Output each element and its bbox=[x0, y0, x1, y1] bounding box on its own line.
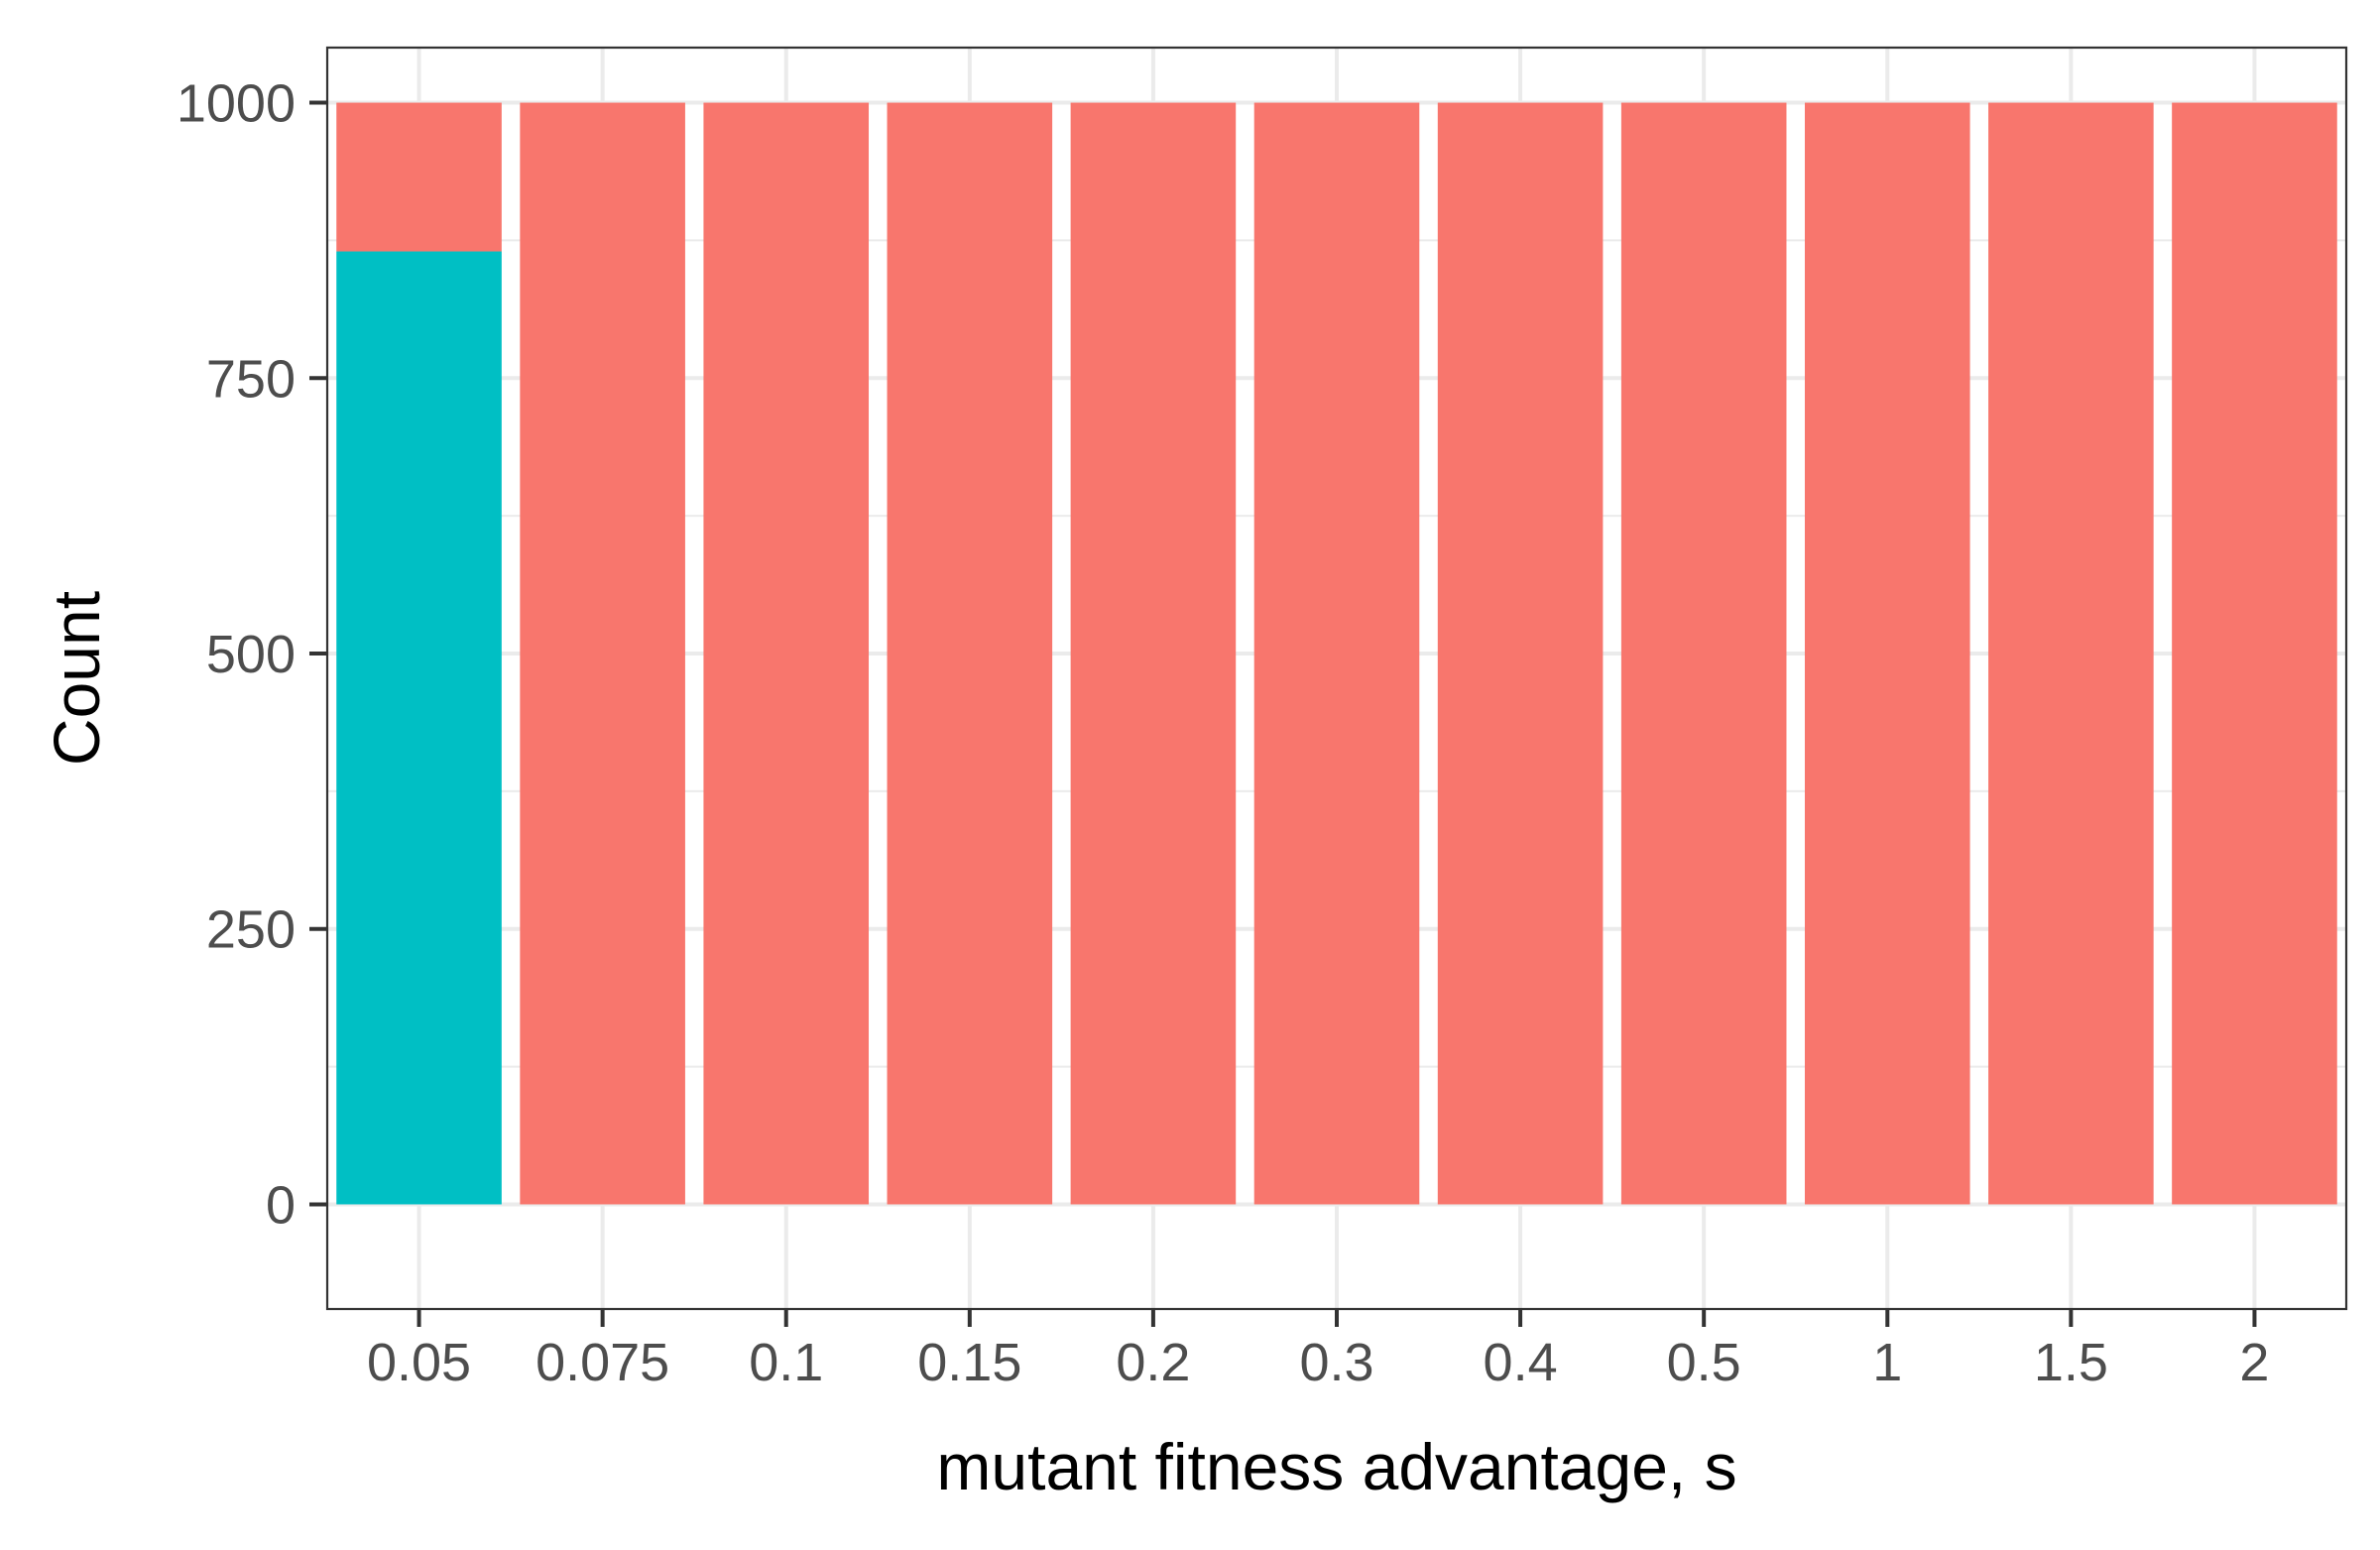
y-axis-title: Count bbox=[40, 591, 113, 766]
bar-segment bbox=[1804, 102, 1970, 1205]
x-tick-label: 2 bbox=[2239, 1333, 2269, 1392]
y-axis: 0 250 500 750 1000 bbox=[177, 74, 327, 1235]
bar-segment bbox=[520, 102, 685, 1205]
bar-segment bbox=[1988, 102, 2154, 1205]
x-tick-label: 0.2 bbox=[1116, 1333, 1190, 1392]
x-tick-label: 1.5 bbox=[2034, 1333, 2108, 1392]
bar-segment bbox=[703, 102, 870, 1205]
x-axis: 0.05 0.075 0.1 0.15 0.2 0.3 0.4 0.5 1 1.5 2 bbox=[367, 1309, 2269, 1392]
bar-segment bbox=[887, 102, 1053, 1205]
bar-segment bbox=[336, 102, 502, 252]
bar-segment bbox=[1070, 102, 1237, 1205]
x-axis-title: mutant fitness advantage, s bbox=[936, 1430, 1736, 1503]
x-tick-label: 0.4 bbox=[1484, 1333, 1558, 1392]
bar-segment bbox=[1437, 102, 1604, 1205]
x-tick-label: 1 bbox=[1872, 1333, 1902, 1392]
y-tick-label: 750 bbox=[206, 349, 296, 409]
y-tick-label: 0 bbox=[266, 1175, 296, 1235]
bar-segment bbox=[2172, 102, 2337, 1205]
bar-segment bbox=[336, 251, 502, 1205]
x-tick-label: 0.5 bbox=[1667, 1333, 1741, 1392]
y-tick-label: 250 bbox=[206, 900, 296, 960]
bar-segment bbox=[1253, 102, 1420, 1205]
x-tick-label: 0.1 bbox=[749, 1333, 823, 1392]
y-tick-label: 1000 bbox=[177, 74, 296, 134]
x-tick-label: 0.075 bbox=[536, 1333, 669, 1392]
x-tick-label: 0.05 bbox=[367, 1333, 471, 1392]
x-tick-label: 0.15 bbox=[917, 1333, 1021, 1392]
x-tick-label: 0.3 bbox=[1299, 1333, 1373, 1392]
bars bbox=[336, 102, 2337, 1205]
bar-segment bbox=[1620, 102, 1787, 1205]
y-tick-label: 500 bbox=[206, 625, 296, 684]
